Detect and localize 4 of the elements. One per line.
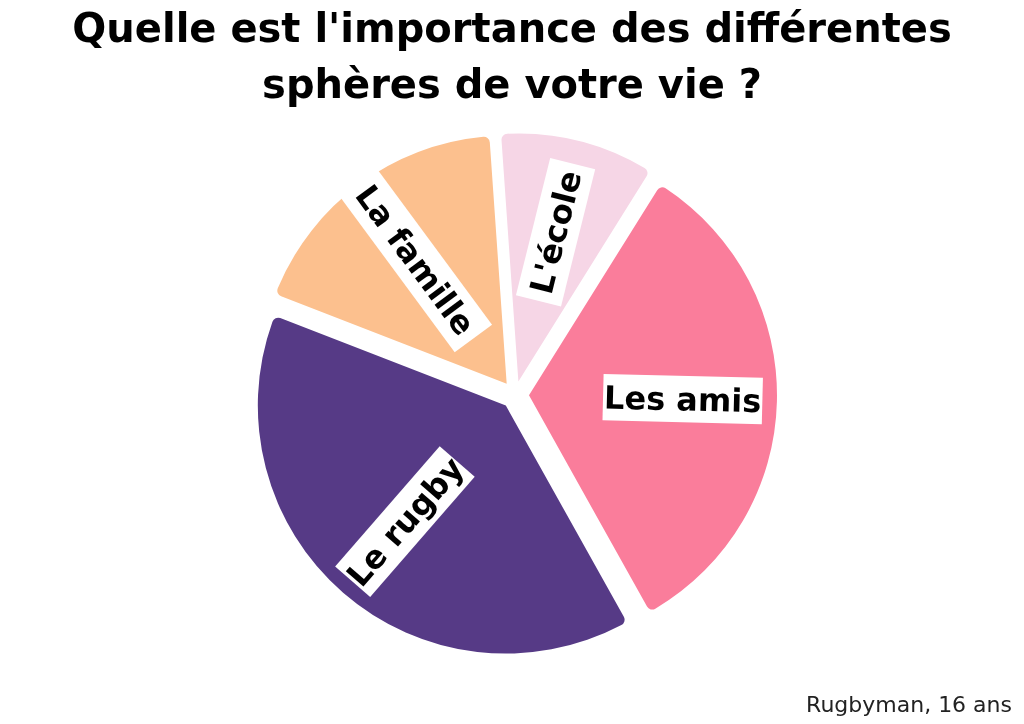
slice-label: Les amis — [603, 378, 762, 421]
text: Rugbyman, 16 ans — [806, 692, 1012, 717]
slice-label: L'école — [522, 166, 590, 298]
chart-title: Quelle est l'importance des différentes sphères de votre vie ? — [72, 5, 952, 107]
